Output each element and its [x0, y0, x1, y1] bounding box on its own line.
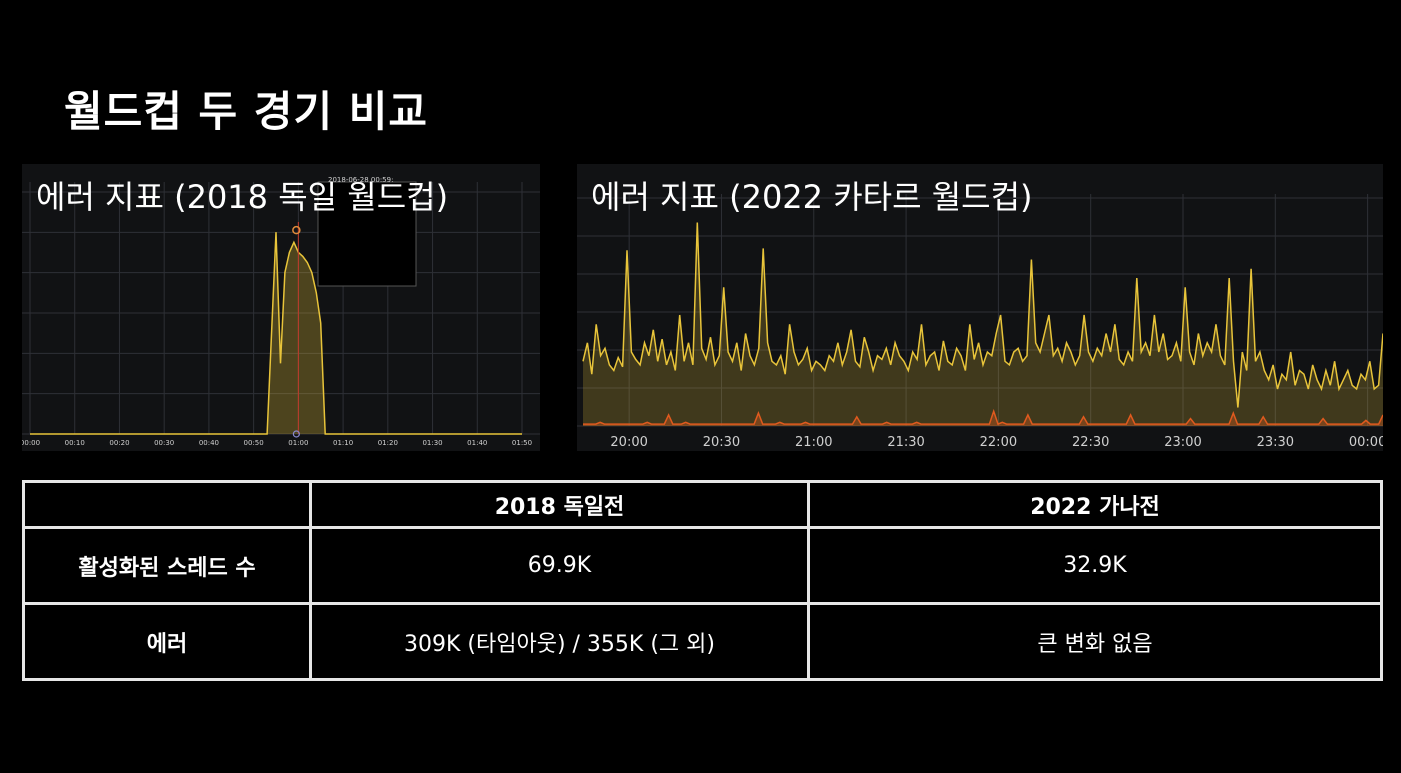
cell-errors-2022: 큰 변화 없음 — [807, 602, 1383, 681]
table-row: 활성화된 스레드 수 69.9K 32.9K — [22, 526, 1383, 605]
x-tick-label: 20:30 — [703, 435, 740, 450]
x-tick-label: 01:40 — [467, 439, 487, 447]
comparison-table: 2018 독일전 2022 가나전 활성화된 스레드 수 69.9K 32.9K… — [22, 480, 1383, 681]
chart-panel-2022: 20:00 20:30 21:00 21:30 22:00 22:30 23:00 23:30… — [577, 164, 1383, 451]
series-area — [30, 232, 522, 434]
hover-point-base — [292, 430, 300, 438]
slide-title: 월드컵 두 경기 비교 — [64, 87, 428, 136]
series-area — [583, 222, 1383, 426]
chart-title-2022: 에러 지표 (2022 카타르 월드컵) — [591, 178, 1033, 216]
x-tick-label: 23:30 — [1257, 435, 1294, 450]
series-line — [582, 222, 1383, 408]
x-tick-label: 00:40 — [199, 439, 219, 447]
x-tick-label: 00:20 — [109, 439, 129, 447]
x-tick-label: 01:30 — [422, 439, 442, 447]
series-line — [30, 232, 522, 435]
x-tick-label: 00:10 — [65, 439, 85, 447]
hover-point — [292, 225, 301, 235]
cell-errors-2018: 309K (타임아웃) / 355K (그 외) — [309, 602, 810, 681]
x-tick-label: 21:00 — [795, 435, 832, 450]
chart-panel-2018: 2018-06-28 00:59: 00:00 00:10 00:20 00:30 00:… — [22, 164, 540, 451]
x-tick-label: 22:00 — [980, 435, 1017, 450]
table-header-2022: 2022 가나전 — [807, 480, 1383, 529]
table-header-row: 2018 독일전 2022 가나전 — [22, 480, 1383, 529]
row-label-errors: 에러 — [22, 602, 312, 681]
x-tick-label: 00:30 — [154, 439, 174, 447]
table-header-empty — [22, 480, 312, 529]
x-tick-label: 22:30 — [1072, 435, 1109, 450]
x-tick-label: 01:10 — [333, 439, 353, 447]
x-tick-label: 20:00 — [610, 435, 647, 450]
cell-threads-2022: 32.9K — [807, 526, 1383, 605]
x-tick-label: 23:00 — [1164, 435, 1201, 450]
tooltip-text: 2018-06-28 00:59: — [328, 176, 393, 184]
table-row: 에러 309K (타임아웃) / 355K (그 외) 큰 변화 없음 — [22, 602, 1383, 681]
table-header-2018: 2018 독일전 — [309, 480, 810, 529]
chart-2018: 2018-06-28 00:59: 00:00 00:10 00:20 00:30 00:… — [22, 176, 540, 447]
cell-threads-2018: 69.9K — [309, 526, 810, 605]
x-tick-label: 00:00 — [22, 439, 40, 447]
x-tick-label: 01:50 — [512, 439, 532, 447]
row-label-threads: 활성화된 스레드 수 — [22, 526, 312, 605]
x-tick-label: 21:30 — [887, 435, 924, 450]
tooltip-box — [317, 181, 417, 287]
chart-2022: 20:00 20:30 21:00 21:30 22:00 22:30 23:00 23:30… — [577, 194, 1383, 450]
x-tick-label: 00:50 — [244, 439, 264, 447]
x-tick-label: 01:20 — [378, 439, 398, 447]
x-tick-label: 00:00 — [1349, 435, 1383, 450]
x-tick-label: 01:00 — [288, 439, 308, 447]
chart-title-2018: 에러 지표 (2018 독일 월드컵) — [36, 178, 449, 216]
series-line — [583, 408, 1383, 426]
